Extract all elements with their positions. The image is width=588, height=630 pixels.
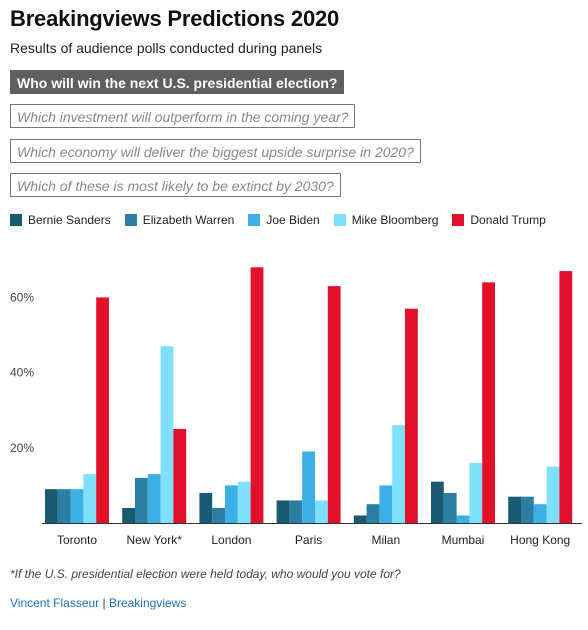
chart-credit: Vincent Flasseur | Breakingviews xyxy=(10,596,186,610)
bar-toronto-joe-biden[interactable] xyxy=(70,489,84,523)
bar-toronto-elizabeth-warren[interactable] xyxy=(57,489,71,523)
bar-paris-joe-biden[interactable] xyxy=(302,451,315,523)
bar-hong-kong-bernie-sanders[interactable] xyxy=(508,496,521,523)
publisher-link[interactable]: Breakingviews xyxy=(108,596,187,610)
bar-milan-mike-bloomberg[interactable] xyxy=(392,425,405,523)
bar-milan-elizabeth-warren[interactable] xyxy=(366,504,380,523)
legend-label-sanders: Bernie Sanders xyxy=(28,213,111,227)
x-tick-label-paris: Paris xyxy=(295,533,322,547)
bar-paris-mike-bloomberg[interactable] xyxy=(315,500,328,523)
legend-label-bloomberg: Mike Bloomberg xyxy=(351,213,439,227)
question-button-investment[interactable]: Which investment will outperform in the … xyxy=(10,104,356,128)
bar-toronto-bernie-sanders[interactable] xyxy=(45,489,58,523)
legend-label-warren: Elizabeth Warren xyxy=(142,213,235,227)
bar-toronto-donald-trump[interactable] xyxy=(96,297,109,523)
credit-separator: | xyxy=(99,596,109,610)
bar-paris-donald-trump[interactable] xyxy=(327,286,341,523)
bar-chart: 20% 40% 60% Toronto New York* London Paris Mila… xyxy=(10,267,582,547)
x-tick-label-milan: Milan xyxy=(371,533,400,547)
bar-hong-kong-joe-biden[interactable] xyxy=(533,504,547,523)
bar-mumbai-elizabeth-warren[interactable] xyxy=(443,492,457,523)
bar-london-joe-biden[interactable] xyxy=(225,485,238,523)
bar-new-york-donald-trump[interactable] xyxy=(173,429,187,523)
bar-london-donald-trump[interactable] xyxy=(250,267,264,523)
bar-mumbai-joe-biden[interactable] xyxy=(456,515,470,523)
author-link[interactable]: Vincent Flasseur xyxy=(10,596,100,610)
x-tick-label-new-york: New York* xyxy=(127,533,183,547)
bar-mumbai-bernie-sanders[interactable] xyxy=(431,481,444,523)
bar-hong-kong-elizabeth-warren[interactable] xyxy=(521,496,534,523)
x-tick-label-london: London xyxy=(211,533,251,547)
chart-legend: Bernie Sanders Elizabeth Warren Joe Bide… xyxy=(10,212,560,228)
y-tick-label-20: 20% xyxy=(10,441,34,455)
question-button-extinct[interactable]: Which of these is most likely to be exti… xyxy=(10,173,341,197)
bar-paris-bernie-sanders[interactable] xyxy=(276,500,290,523)
x-tick-label-mumbai: Mumbai xyxy=(442,533,485,547)
bar-milan-bernie-sanders[interactable] xyxy=(353,515,367,523)
legend-swatch-sanders xyxy=(10,214,22,226)
bar-london-elizabeth-warren[interactable] xyxy=(212,507,225,523)
bar-paris-elizabeth-warren[interactable] xyxy=(289,500,303,523)
y-tick-label-40: 40% xyxy=(10,366,34,380)
bar-toronto-mike-bloomberg[interactable] xyxy=(83,474,97,523)
legend-item-biden: Joe Biden xyxy=(248,213,320,227)
bar-milan-donald-trump[interactable] xyxy=(405,308,418,523)
legend-item-bloomberg: Mike Bloomberg xyxy=(333,213,439,227)
bar-mumbai-mike-bloomberg[interactable] xyxy=(469,462,483,523)
legend-item-warren: Elizabeth Warren xyxy=(124,213,235,227)
legend-swatch-trump xyxy=(452,214,465,226)
page-title: Breakingviews Predictions 2020 xyxy=(10,6,340,31)
legend-swatch-warren xyxy=(124,214,137,226)
x-tick-label-toronto: Toronto xyxy=(57,533,97,547)
chart-footnote: *If the U.S. presidential election were … xyxy=(10,567,401,581)
bar-new-york-elizabeth-warren[interactable] xyxy=(135,477,148,523)
bar-new-york-bernie-sanders[interactable] xyxy=(122,507,135,523)
y-tick-label-60: 60% xyxy=(10,290,34,304)
bar-new-york-joe-biden[interactable] xyxy=(147,474,161,523)
bar-mumbai-donald-trump[interactable] xyxy=(482,282,495,523)
question-button-election[interactable]: Who will win the next U.S. presidential … xyxy=(10,70,345,94)
page-subtitle: Results of audience polls conducted duri… xyxy=(10,40,323,56)
x-tick-label-hong-kong: Hong Kong xyxy=(510,533,570,547)
legend-swatch-bloomberg xyxy=(333,214,346,226)
question-button-economy[interactable]: Which economy will deliver the biggest u… xyxy=(10,139,421,163)
bar-hong-kong-mike-bloomberg[interactable] xyxy=(546,466,560,523)
bar-new-york-mike-bloomberg[interactable] xyxy=(160,346,174,523)
bar-hong-kong-donald-trump[interactable] xyxy=(559,271,573,523)
bar-london-mike-bloomberg[interactable] xyxy=(237,481,251,523)
legend-swatch-biden xyxy=(248,214,261,226)
legend-label-trump: Donald Trump xyxy=(470,213,546,227)
legend-item-sanders: Bernie Sanders xyxy=(10,213,111,227)
bar-milan-joe-biden[interactable] xyxy=(379,485,393,523)
legend-label-biden: Joe Biden xyxy=(266,213,320,227)
legend-item-trump: Donald Trump xyxy=(452,213,546,227)
bar-london-bernie-sanders[interactable] xyxy=(199,492,213,523)
